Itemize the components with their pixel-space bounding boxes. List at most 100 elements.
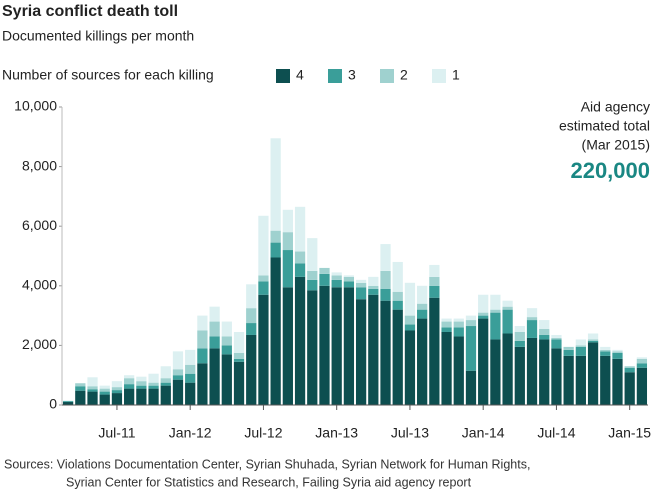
bar-segment	[99, 391, 110, 395]
bar-segment	[75, 390, 86, 405]
bar-segment	[258, 275, 269, 282]
bar-segment	[294, 251, 306, 264]
bar-segment	[75, 386, 86, 391]
bar-segment	[368, 288, 379, 295]
bar-segment	[233, 352, 245, 359]
bar-segment	[160, 382, 171, 386]
bar-segment	[185, 364, 196, 374]
bar-segment	[307, 238, 318, 271]
bar-segment	[282, 250, 293, 288]
chart-title: Syria conflict death toll	[2, 3, 178, 20]
bar-segment	[465, 370, 477, 405]
bar-segment	[282, 232, 293, 251]
bar-segment	[148, 382, 159, 386]
y-tick-label: 2,000	[22, 336, 57, 352]
bar-segment	[502, 309, 513, 334]
annotation: Aid agency	[581, 99, 650, 115]
bar-segment	[197, 348, 208, 364]
y-tick-label: 10,000	[14, 98, 57, 114]
bar-segment	[368, 285, 379, 289]
bar-segment	[514, 340, 525, 347]
bar-segment	[502, 306, 513, 310]
bar-segment	[282, 209, 293, 233]
bar-segment	[612, 358, 623, 405]
bar-segment	[258, 294, 269, 405]
bar-segment	[111, 393, 123, 405]
bar-segment	[563, 346, 574, 350]
bar-segment	[551, 337, 562, 340]
legend-label: 1	[452, 67, 460, 83]
bar-segment	[270, 242, 281, 258]
bar-segment	[99, 385, 110, 389]
bar-segment	[258, 281, 269, 295]
bar-segment	[197, 330, 208, 349]
bar-segment	[160, 385, 171, 405]
bar-segment	[429, 297, 440, 405]
bar-segment	[612, 351, 623, 353]
bar-segment	[441, 321, 452, 328]
bar-segment	[636, 363, 648, 368]
bar-segment	[148, 385, 159, 389]
bar-segment	[404, 315, 416, 325]
bar-segment	[478, 312, 489, 316]
bar-segment	[331, 287, 342, 405]
bar-segment	[124, 388, 135, 405]
bar-segment	[221, 321, 232, 337]
bar-segment	[246, 334, 257, 405]
bar-segment	[478, 318, 489, 405]
bar-segment	[514, 331, 525, 341]
bar-segment	[612, 349, 623, 352]
bar-segment	[258, 215, 269, 276]
bar-segment	[502, 300, 513, 307]
bar-segment	[87, 386, 98, 390]
bar-segment	[612, 352, 623, 359]
bar-segment	[539, 334, 550, 340]
bar-segment	[209, 336, 220, 349]
bar-segment	[368, 276, 379, 286]
bar-segment	[600, 351, 611, 356]
bar-segment	[551, 334, 562, 338]
legend-swatch	[380, 69, 394, 83]
bar-segment	[636, 357, 648, 359]
annotation-value: 220,000	[570, 158, 650, 183]
bar-segment	[124, 384, 135, 389]
bar-segment	[136, 388, 147, 405]
bar-segment	[404, 282, 416, 316]
sources: Syrian Center for Statistics and Researc…	[66, 475, 472, 489]
bar-segment	[294, 263, 306, 277]
bar-segment	[62, 402, 74, 405]
bar-segment	[392, 300, 403, 310]
bar-segment	[539, 329, 550, 335]
bar-segment	[331, 275, 342, 280]
bar-segment	[600, 346, 611, 350]
bar-segment	[111, 390, 123, 394]
bar-segment	[490, 312, 501, 340]
bar-segment	[246, 308, 257, 324]
bar-segment	[539, 320, 550, 330]
bar-segment	[124, 375, 135, 379]
bar-segment	[172, 375, 184, 380]
bar-segment	[380, 270, 391, 289]
chart-subtitle: Documented killings per month	[2, 28, 194, 44]
bar-segment	[111, 381, 123, 388]
legend-label: 4	[296, 67, 304, 83]
bar-segment	[172, 379, 184, 405]
bar-segment	[490, 339, 501, 405]
bar-segment	[417, 309, 428, 319]
bar-segment	[502, 333, 513, 405]
sources: Sources: Violations Documentation Center…	[4, 457, 530, 471]
bar-segment	[87, 391, 98, 405]
bar-segment	[294, 206, 306, 252]
y-tick-label: 4,000	[22, 277, 57, 293]
bar-segment	[539, 339, 550, 405]
bar-segment	[209, 348, 220, 405]
bar-segment	[636, 358, 648, 364]
bar-segment	[136, 381, 147, 386]
bar-segment	[600, 355, 611, 405]
bar-segment	[636, 367, 648, 405]
x-tick-label: Jul-14	[537, 425, 575, 441]
bar-segment	[75, 383, 86, 387]
bar-segment	[465, 315, 477, 321]
annotation: (Mar 2015)	[582, 137, 650, 153]
